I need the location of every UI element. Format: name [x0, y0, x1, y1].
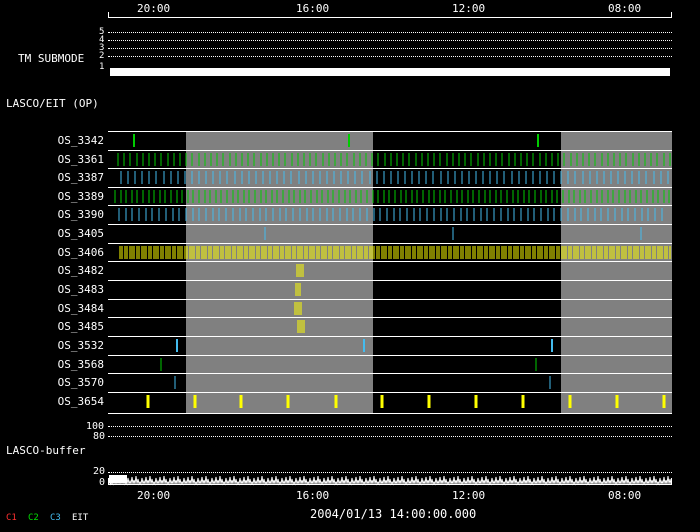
submode-grid	[108, 32, 672, 33]
legend-c2: C2	[28, 513, 39, 523]
submode-grid	[108, 56, 672, 57]
row-label-3342: OS_3342	[57, 134, 104, 147]
top-axis-line	[108, 17, 672, 18]
bottom-axis-line	[108, 484, 672, 485]
axis-tick	[671, 478, 672, 485]
row-label-3485: OS_3485	[57, 320, 104, 333]
submode-grid	[108, 48, 672, 49]
buffer-grid	[108, 426, 672, 427]
row-label-3389: OS_3389	[57, 190, 104, 203]
legend-c3: C3	[50, 513, 61, 523]
submode-level-4: 4	[99, 35, 105, 45]
submode-grid	[108, 40, 672, 41]
data-gap-band	[186, 131, 373, 413]
buffer-grid	[108, 472, 672, 473]
row-separator	[108, 355, 672, 356]
buffer-tick-20: 20	[93, 466, 106, 477]
axis-tick	[108, 478, 109, 485]
row-label-3568: OS_3568	[57, 358, 104, 371]
submode-level-bar	[110, 68, 670, 76]
row-label-3406: OS_3406	[57, 246, 104, 259]
buffer-tick-100: 100	[86, 421, 105, 432]
buffer-level-bar	[109, 475, 127, 483]
lasco-eit-op-label: LASCO/EIT (OP)	[6, 97, 99, 110]
submode-level-1: 1	[99, 62, 105, 72]
row-separator	[108, 299, 672, 300]
row-label-3570: OS_3570	[57, 376, 104, 389]
legend-c1: C1	[6, 513, 17, 523]
buffer-trace	[109, 475, 672, 486]
row-separator	[108, 261, 672, 262]
tm-submode-label: TM SUBMODE	[18, 52, 85, 65]
row-separator	[108, 187, 672, 188]
top-time-label-1: 20:00	[137, 2, 171, 15]
axis-tick	[108, 12, 109, 18]
row-label-3483: OS_3483	[57, 283, 104, 296]
bottom-time-label-3: 12:00	[452, 489, 486, 502]
row-label-3390: OS_3390	[57, 208, 104, 221]
row-label-3387: OS_3387	[57, 171, 104, 184]
row-separator	[108, 336, 672, 337]
datetime-readout: 2004/01/13 14:00:00.000	[310, 507, 477, 521]
row-separator	[108, 168, 672, 169]
row-separator	[108, 392, 672, 393]
buffer-tick-80: 80	[93, 431, 106, 442]
top-time-label-3: 12:00	[452, 2, 486, 15]
buffer-grid	[108, 436, 672, 437]
row-label-3361: OS_3361	[57, 153, 104, 166]
bottom-time-label-2: 16:00	[296, 489, 330, 502]
row-separator	[108, 224, 672, 225]
top-time-label-2: 16:00	[296, 2, 330, 15]
row-separator	[108, 280, 672, 281]
row-label-3532: OS_3532	[57, 339, 104, 352]
bottom-time-label-1: 20:00	[137, 489, 171, 502]
submode-level-3: 3	[99, 43, 105, 53]
row-label-3405: OS_3405	[57, 227, 104, 240]
lasco-buffer-label: LASCO-buffer	[6, 444, 86, 457]
row-separator	[108, 413, 672, 414]
submode-level-5: 5	[99, 27, 105, 37]
submode-level-2: 2	[99, 51, 105, 61]
row-separator	[108, 205, 672, 206]
row-separator	[108, 131, 672, 132]
legend-eit: EIT	[72, 513, 89, 523]
row-label-3484: OS_3484	[57, 302, 104, 315]
axis-tick	[671, 12, 672, 18]
row-label-3482: OS_3482	[57, 264, 104, 277]
bottom-time-label-4: 08:00	[608, 489, 642, 502]
row-separator	[108, 317, 672, 318]
top-time-label-4: 08:00	[608, 2, 642, 15]
buffer-tick-0: 0	[99, 477, 106, 488]
row-label-3654: OS_3654	[57, 395, 104, 408]
row-separator	[108, 373, 672, 374]
row-separator	[108, 243, 672, 244]
row-separator	[108, 150, 672, 151]
